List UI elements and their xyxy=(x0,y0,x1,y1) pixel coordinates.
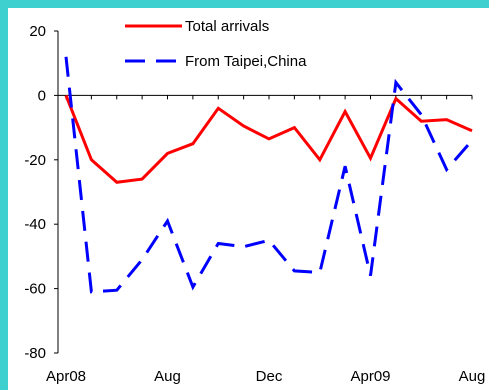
chart-frame: 20 0 -20 -40 -60 -80 Apr08 Aug Dec Apr09 Aug Total… xyxy=(8,8,489,390)
x-tick-label: Dec xyxy=(256,368,283,385)
x-tick-label: Apr09 xyxy=(350,368,390,385)
legend-label: From Taipei,China xyxy=(185,53,307,70)
series-line-from-taipei-china xyxy=(64,56,474,294)
y-tick-label: 20 xyxy=(29,23,46,40)
series-lines xyxy=(64,56,474,294)
y-tick-label: 0 xyxy=(38,87,46,104)
x-tick-label: Aug xyxy=(154,368,181,385)
x-tick-label: Apr08 xyxy=(46,368,86,385)
series-line-total-arrivals xyxy=(64,94,473,184)
y-tick-label: -80 xyxy=(24,345,46,362)
y-tick-label: -40 xyxy=(24,216,46,233)
x-tick-label: Aug xyxy=(459,368,486,385)
legend: Total arrivals From Taipei,China xyxy=(125,18,307,70)
y-tick-label: -20 xyxy=(24,152,46,169)
legend-label: Total arrivals xyxy=(185,18,269,35)
y-tick-label: -60 xyxy=(24,281,46,298)
